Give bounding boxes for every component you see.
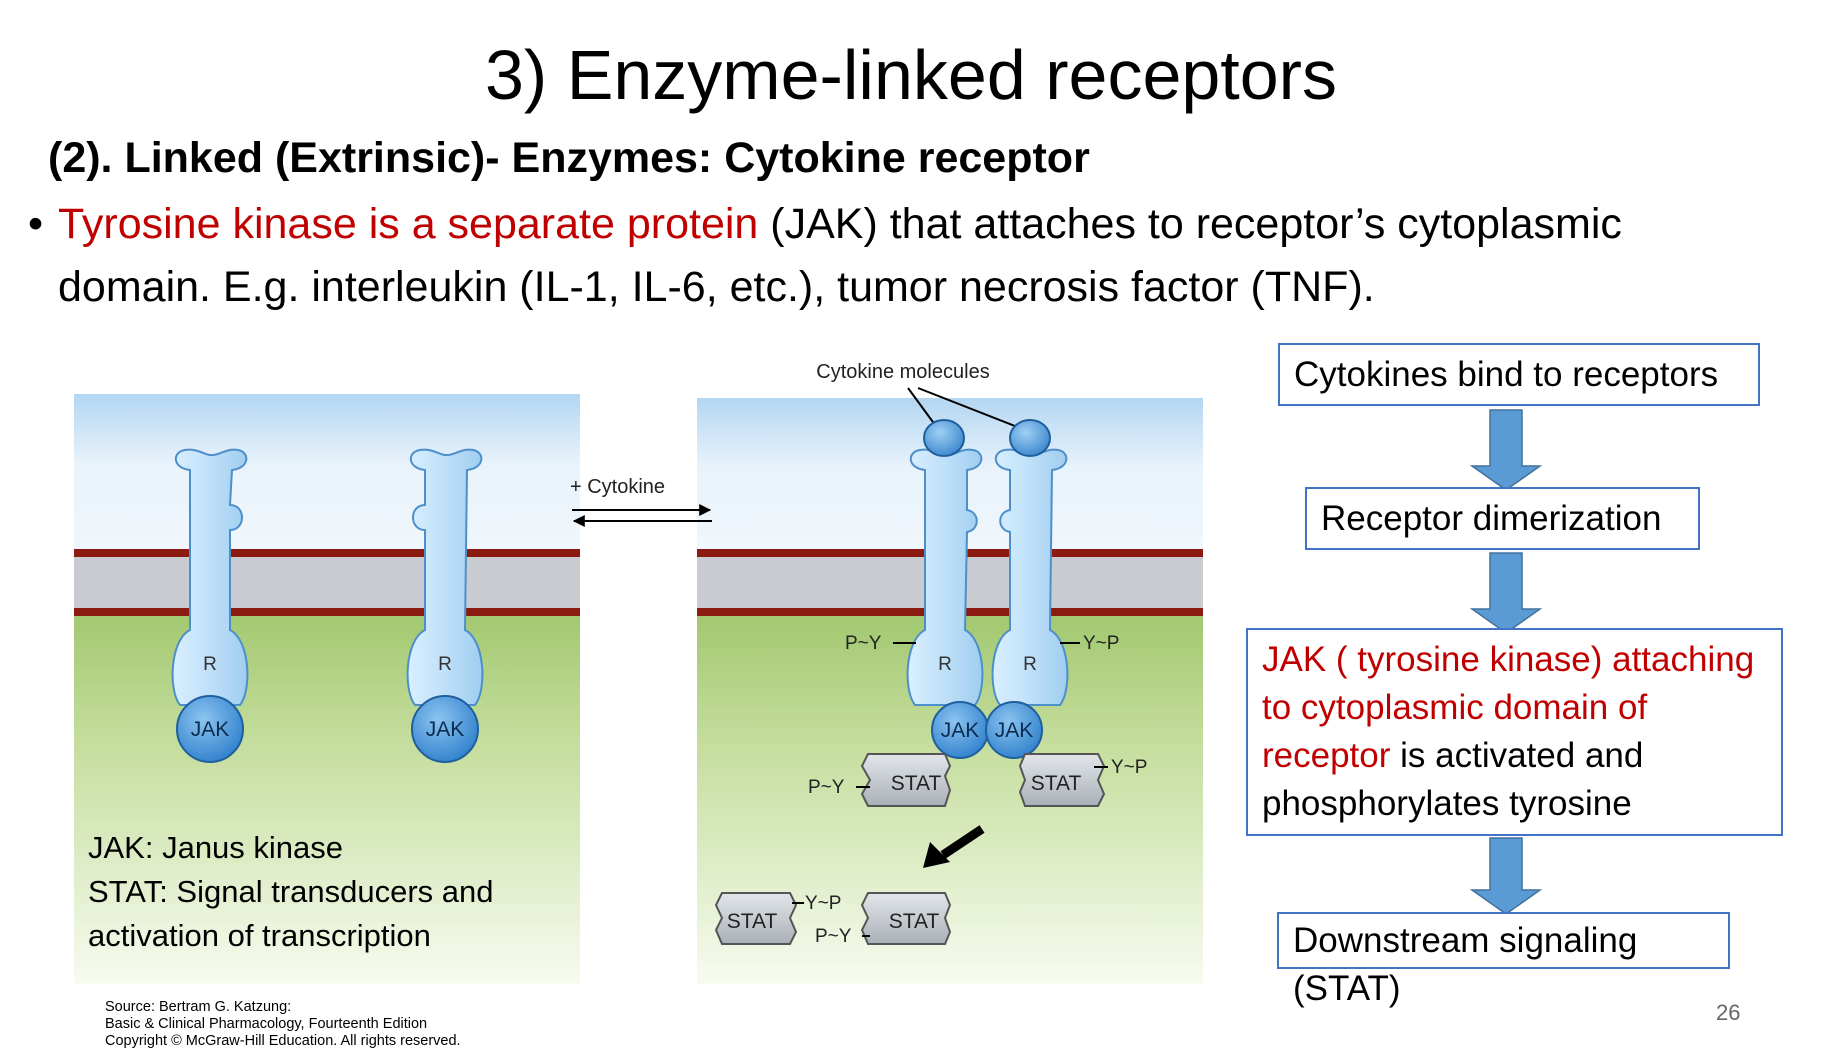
jak-enzyme (176, 695, 244, 763)
source-line: Copyright © McGraw-Hill Education. All r… (105, 1033, 461, 1049)
flow-step-1: Cytokines bind to receptors (1278, 343, 1760, 406)
yp-label: Y~P (1111, 757, 1147, 778)
bullet-highlight: Tyrosine kinase is a separate protein (58, 200, 759, 248)
stat-label: STAT (889, 910, 940, 933)
flow-step-highlight: JAK ( tyrosine kinase) attaching to cyto… (1262, 640, 1755, 775)
membrane-outer-line (74, 549, 580, 557)
receptor-label: R (203, 654, 217, 675)
receptor-label: R (438, 654, 452, 675)
jak-enzyme (985, 701, 1043, 759)
stat-label: STAT (727, 910, 778, 933)
plus-cytokine-label: + Cytokine (570, 476, 665, 498)
stat-protein: STAT (860, 753, 952, 807)
jak-label: JAK (995, 719, 1034, 742)
source-line: Source: Bertram G. Katzung: (105, 999, 292, 1015)
receptor-monomer-2: R JAK (406, 448, 484, 763)
flow-arrows (1469, 409, 1543, 915)
page-number: 26 (1716, 1000, 1741, 1025)
legend-line: STAT: Signal transducers and (88, 874, 494, 909)
py-label: P~Y (808, 777, 845, 798)
bullet-text-line1: (JAK) that attaches to receptor’s cytopl… (758, 200, 1622, 248)
cytokine-molecules-label: Cytokine molecules (816, 361, 989, 383)
flow-step-2: Receptor dimerization (1305, 487, 1700, 550)
figure-source: Source: Bertram G. Katzung: Basic & Clin… (105, 999, 461, 1050)
jak-enzyme (411, 695, 479, 763)
yp-label: Y~P (1083, 633, 1119, 654)
flow-arrow-down-icon (1469, 409, 1543, 491)
receptor-monomer-1: R JAK (171, 448, 249, 763)
flow-step-text: Cytokines bind to receptors (1294, 355, 1719, 394)
flow-step-text: is activated and phosphorylates tyrosine (1262, 736, 1644, 823)
equilibrium-arrows: + Cytokine (570, 476, 712, 527)
slide-title: 3) Enzyme-linked receptors (485, 36, 1337, 114)
bullet-point: • Tyrosine kinase is a separate protein … (28, 193, 1808, 319)
jak-label: JAK (191, 718, 230, 741)
bullet-text-line2: domain. E.g. interleukin (IL-1, IL-6, et… (58, 263, 1375, 311)
flow-step-4: Downstream signaling (STAT) (1277, 912, 1730, 1008)
receptor-label: R (938, 654, 952, 675)
downstream-arrow (923, 825, 985, 868)
legend-line: JAK: Janus kinase (88, 830, 344, 865)
stat-dimer: STAT STAT Y~P P~Y (714, 892, 952, 947)
stat-protein: STAT (1018, 753, 1106, 807)
figure-legend: JAK: Janus kinase STAT: Signal transduce… (88, 826, 494, 958)
legend-line: activation of transcription (88, 918, 431, 953)
receptor-dimer: R R JAK JAK (906, 419, 1069, 759)
left-panel (74, 394, 580, 984)
jak-label: JAK (941, 719, 980, 742)
flow-step-3: JAK ( tyrosine kinase) attaching to cyto… (1246, 628, 1783, 836)
receptor-label: R (1023, 654, 1037, 675)
flow-arrow-down-icon (1469, 552, 1543, 634)
cytokine-molecule (923, 419, 965, 457)
py-label: P~Y (815, 926, 852, 947)
stat-label: STAT (891, 772, 942, 795)
flow-step-text: Receptor dimerization (1321, 499, 1662, 538)
membrane-core (74, 557, 580, 608)
jak-label: JAK (426, 718, 465, 741)
source-line: Basic & Clinical Pharmacology, Fourteent… (105, 1016, 428, 1032)
flow-step-text: Downstream signaling (STAT) (1293, 921, 1638, 1008)
bullet-marker: • (28, 200, 44, 248)
py-label: P~Y (845, 633, 882, 654)
cytokine-molecule (1009, 419, 1051, 457)
slide-subtitle: (2). Linked (Extrinsic)- Enzymes: Cytoki… (48, 134, 1090, 182)
stat-label: STAT (1031, 772, 1082, 795)
yp-label: Y~P (805, 893, 841, 914)
membrane-inner-line (74, 608, 580, 616)
flow-arrow-down-icon (1469, 837, 1543, 915)
leader-line (917, 387, 1021, 429)
